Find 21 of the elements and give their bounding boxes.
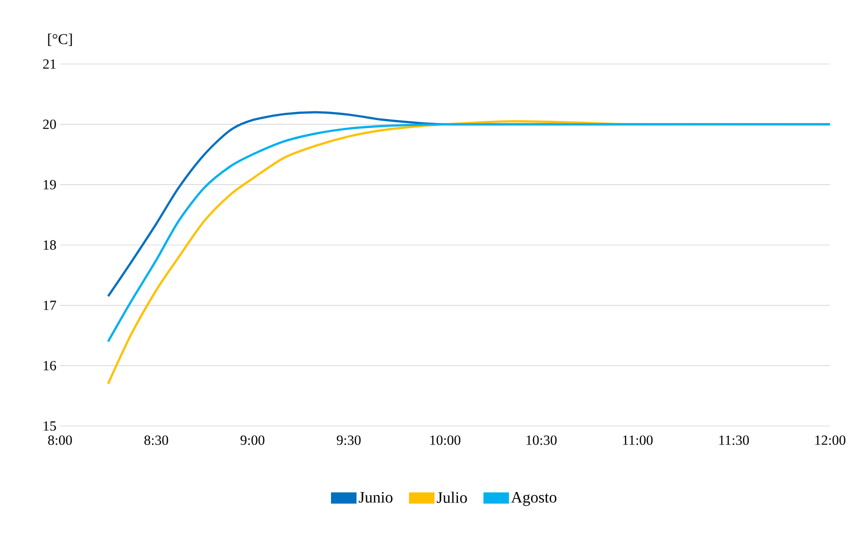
- y-tick-label: 20: [43, 120, 56, 130]
- x-tick-label: 12:00: [815, 435, 846, 445]
- x-tick-label: 11:00: [623, 435, 653, 445]
- x-tick-label: 8:00: [48, 435, 72, 445]
- x-tick-label: 10:00: [430, 435, 460, 445]
- x-tick-label: 8:30: [144, 435, 168, 445]
- legend-label: Agosto: [511, 492, 556, 506]
- x-tick-label: 10:30: [526, 435, 557, 445]
- legend-label: Junio: [358, 492, 392, 503]
- legend-label: Julio: [436, 492, 467, 503]
- y-tick-label: 15: [44, 421, 56, 431]
- y-tick-label: 18: [44, 240, 56, 250]
- y-tick-label: 19: [44, 180, 56, 190]
- x-tick-label: 9:00: [240, 435, 264, 445]
- y-tick-label: 21: [43, 59, 56, 69]
- y-tick-label: 16: [44, 360, 56, 370]
- x-tick-label: 9:30: [336, 435, 361, 445]
- line-series: [107, 123, 830, 343]
- x-tick-label: 11:30: [719, 435, 749, 445]
- y-tick-label: 17: [44, 300, 56, 310]
- y-axis-title: [°C]: [48, 34, 72, 46]
